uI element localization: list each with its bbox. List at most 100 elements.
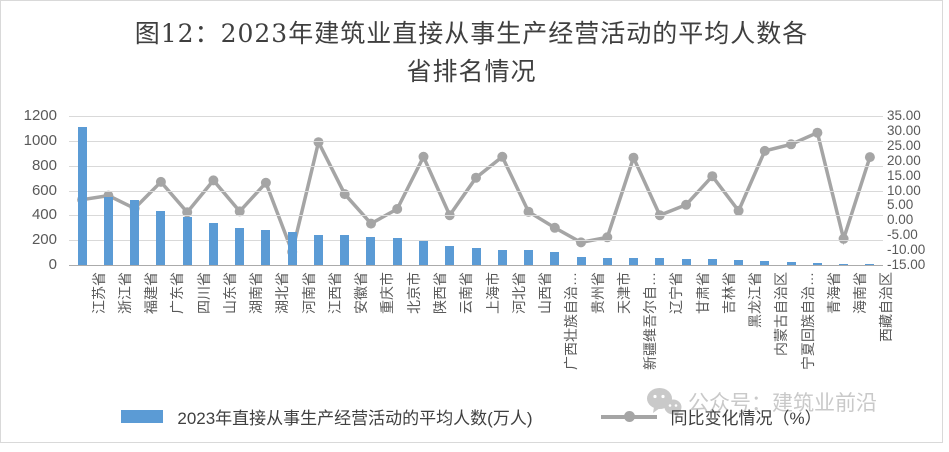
bar-宁夏回族自治… — [786, 262, 796, 265]
watermark: 公众号：建筑业前沿 — [646, 387, 877, 417]
bar-内蒙古自治区 — [760, 261, 770, 265]
bar-上海市 — [471, 248, 481, 265]
line-marker-江西省 — [313, 137, 324, 148]
line-marker-山西省 — [523, 206, 534, 217]
line-marker-广东省 — [155, 176, 166, 187]
watermark-text: 公众号：建筑业前沿 — [688, 392, 877, 415]
line-marker-湖北省 — [260, 177, 271, 188]
x-label-吉林省: 吉林省 — [720, 272, 737, 314]
x-label-海南省: 海南省 — [852, 272, 869, 314]
right-axis-tick: -10.00 — [887, 242, 926, 258]
bar-贵州省 — [576, 257, 586, 265]
x-label-新疆维吾尔自…: 新疆维吾尔自… — [642, 272, 659, 370]
bar-山西省 — [524, 250, 534, 265]
line-series-swatch — [600, 410, 657, 423]
line-marker-西藏自治区 — [864, 152, 875, 163]
bar-辽宁省 — [655, 258, 665, 265]
line-marker-上海市 — [471, 172, 481, 183]
left-axis-tick: 400 — [31, 206, 57, 223]
gridline — [69, 215, 883, 216]
gridline — [69, 191, 883, 192]
x-label-天津市: 天津市 — [615, 272, 632, 314]
bar-云南省 — [445, 245, 455, 265]
bar-福建省 — [130, 199, 140, 265]
gridline — [69, 166, 883, 167]
bar-山东省 — [208, 222, 218, 265]
line-marker-贵州省 — [576, 237, 586, 248]
gridline — [69, 265, 883, 266]
line-marker-青海省 — [812, 127, 823, 138]
x-label-北京市: 北京市 — [405, 272, 422, 314]
bar-新疆维吾尔自… — [629, 257, 639, 265]
left-axis-tick: 1200 — [23, 107, 57, 124]
bar-四川省 — [182, 216, 192, 265]
line-marker-新疆维吾尔自… — [628, 152, 639, 163]
line-marker-天津市 — [602, 232, 613, 243]
bar-广西壮族自治… — [550, 251, 560, 265]
line-marker-湖南省 — [234, 206, 245, 217]
right-axis-tick: 20.00 — [887, 152, 921, 168]
right-axis-tick: 35.00 — [887, 108, 921, 123]
x-label-云南省: 云南省 — [458, 272, 475, 314]
left-axis-tick: 800 — [31, 157, 57, 174]
x-label-上海市: 上海市 — [484, 272, 501, 314]
chart-title: 图12：2023年建筑业直接从事生产经营活动的平均人数各 省排名情况 — [1, 15, 942, 91]
bar-安徽省 — [340, 235, 350, 265]
x-axis-category-labels: 江苏省 浙江省 福建省 广东省 四川省 山东省 湖南省 湖北省 河南省 江西省 安徽省 重庆市 北京市陕… — [69, 265, 895, 397]
right-axis-tick: -15.00 — [887, 257, 926, 272]
bar-天津市 — [602, 257, 612, 265]
chart-legend: 2023年直接从事生产经营活动的平均人数(万人) 同比变化情况（%） — [1, 404, 942, 429]
x-label-贵州省: 贵州省 — [589, 272, 606, 314]
bar-河北省 — [497, 249, 507, 265]
bar-吉林省 — [707, 259, 717, 265]
line-marker-四川省 — [182, 207, 193, 218]
x-label-浙江省: 浙江省 — [116, 272, 133, 314]
x-label-山西省: 山西省 — [537, 272, 554, 314]
line-marker-北京市 — [392, 204, 403, 214]
bar-北京市 — [392, 238, 402, 265]
line-marker-广西壮族自治… — [549, 222, 560, 233]
chart-title-line1: 图12：2023年建筑业直接从事生产经营活动的平均人数各 — [134, 19, 809, 48]
x-label-内蒙古自治区: 内蒙古自治区 — [773, 272, 790, 356]
line-path — [81, 130, 872, 258]
bar-河南省 — [287, 232, 297, 265]
bar-series-label: 2023年直接从事生产经营活动的平均人数(万人) — [177, 409, 533, 428]
bar-湖北省 — [261, 230, 271, 265]
right-axis-tick: 15.00 — [887, 167, 921, 183]
line-marker-海南省 — [838, 233, 849, 244]
x-label-山东省: 山东省 — [221, 272, 238, 314]
left-axis-tick: 600 — [31, 182, 57, 199]
chart-title-line2: 省排名情况 — [406, 57, 537, 86]
left-axis-tick-labels: 1200 1000 800 600 400 200 0 — [1, 108, 61, 273]
line-marker-山东省 — [208, 175, 219, 186]
line-marker-黑龙江省 — [733, 205, 744, 216]
right-axis-tick: -5.00 — [887, 227, 918, 243]
right-axis-tick: 10.00 — [887, 182, 921, 198]
line-marker-河北省 — [497, 151, 508, 162]
x-label-重庆市: 重庆市 — [379, 272, 396, 314]
left-axis-tick: 200 — [31, 231, 57, 248]
bar-西藏自治区 — [865, 264, 875, 265]
x-label-四川省: 四川省 — [195, 272, 212, 314]
x-label-江苏省: 江苏省 — [90, 272, 107, 314]
bar-江苏省 — [77, 127, 87, 265]
line-marker-甘肃省 — [681, 199, 692, 210]
plot-area — [69, 116, 883, 266]
left-axis-tick: 0 — [48, 256, 57, 273]
x-label-福建省: 福建省 — [143, 272, 160, 314]
gridline — [69, 240, 883, 241]
bar-青海省 — [812, 263, 822, 265]
x-label-江西省: 江西省 — [326, 272, 343, 314]
x-label-宁夏回族自治…: 宁夏回族自治… — [799, 272, 816, 370]
x-label-广西壮族自治…: 广西壮族自治… — [563, 272, 580, 370]
bar-重庆市 — [366, 237, 376, 265]
x-label-河南省: 河南省 — [300, 272, 317, 314]
bar-湖南省 — [235, 228, 245, 265]
x-label-河北省: 河北省 — [510, 272, 527, 314]
line-series-label: 同比变化情况（%） — [670, 409, 822, 428]
line-marker-吉林省 — [707, 171, 718, 182]
line-marker-重庆市 — [366, 218, 376, 229]
line-marker-内蒙古自治区 — [759, 145, 770, 156]
bar-陕西省 — [418, 240, 428, 265]
